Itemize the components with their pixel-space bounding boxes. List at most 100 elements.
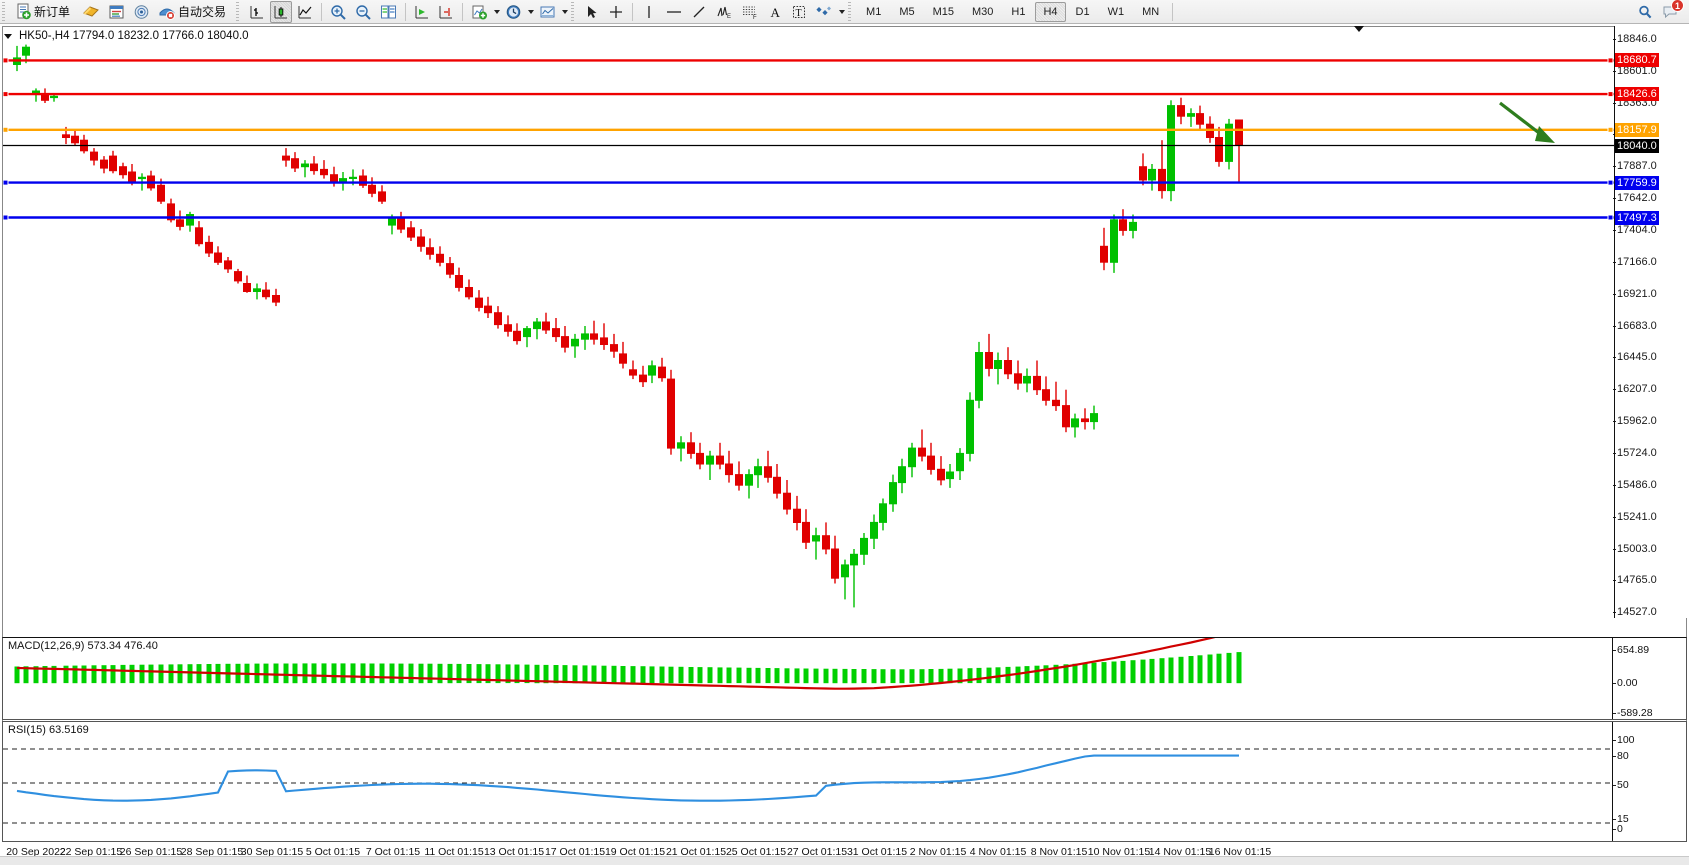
price-level-label-resistance-2[interactable]: 18426.6	[1614, 87, 1659, 102]
indicators-button[interactable]	[468, 1, 491, 23]
time-axis-label: 25 Oct 01:15	[725, 846, 787, 858]
zoom-out-button[interactable]	[352, 1, 375, 23]
market-watch-icon	[109, 5, 124, 18]
market-watch-button[interactable]	[105, 1, 128, 23]
macd-signal-line	[16, 638, 1216, 690]
rsi-scale: 100 80 50 15 0	[1612, 722, 1686, 841]
period-button[interactable]	[502, 1, 525, 23]
down-arrow-annotation[interactable]	[1499, 101, 1555, 143]
templates-dropdown-caret[interactable]	[560, 2, 569, 22]
macd-tick: -589.28	[1613, 707, 1653, 719]
macd-pane[interactable]: MACD(12,26,9) 573.34 476.40 654.89 0.00 -5…	[2, 637, 1687, 720]
fibonacci-button[interactable]: F	[738, 1, 762, 23]
price-tick: 15962.0	[1613, 415, 1657, 428]
chart-shift-button[interactable]	[411, 1, 433, 23]
new-order-button[interactable]: 新订单	[12, 1, 77, 23]
templates-icon	[540, 6, 555, 17]
search-icon	[1639, 5, 1652, 18]
timeframe-h4[interactable]: H4	[1035, 1, 1066, 22]
timeframe-d1[interactable]: D1	[1075, 5, 1090, 18]
crosshair-button[interactable]	[605, 1, 627, 23]
horizontal-level-lines[interactable]	[3, 57, 1614, 221]
shapes-dropdown-caret[interactable]	[837, 2, 846, 22]
timeframe-h1[interactable]: H1	[1011, 5, 1026, 18]
data-window-icon	[134, 4, 149, 19]
zoom-in-button[interactable]	[327, 1, 350, 23]
price-tick: 16207.0	[1613, 382, 1657, 395]
vertical-line-button[interactable]	[638, 1, 660, 23]
text-button[interactable]: A	[764, 1, 786, 23]
macd-title: MACD(12,26,9) 573.34 476.40	[8, 640, 158, 652]
cursor-icon	[588, 5, 597, 18]
text-label-button[interactable]: T	[788, 1, 810, 23]
cursor-button[interactable]	[581, 1, 603, 23]
tile-windows-button[interactable]	[377, 1, 400, 23]
horizontal-line-button[interactable]	[662, 1, 686, 23]
price-scale[interactable]: 18846.018601.018363.018125.017887.017642…	[1613, 26, 1689, 618]
auto-scroll-button[interactable]	[435, 1, 457, 23]
auto-trading-button[interactable]: 自动交易	[155, 1, 233, 23]
price-level-label-last-price[interactable]: 18040.0	[1614, 138, 1659, 153]
candlestick-chart-icon	[274, 5, 288, 18]
macd-scale: 654.89 0.00 -589.28	[1612, 638, 1686, 719]
time-axis-label: 16 Nov 01:15	[1208, 846, 1272, 858]
toolbar-grip-3[interactable]	[570, 1, 578, 22]
elliott-wave-icon: E	[717, 6, 731, 20]
chart-menu-caret-icon[interactable]	[4, 33, 12, 39]
svg-text:F: F	[753, 15, 757, 20]
indicators-dropdown-caret[interactable]	[492, 2, 501, 22]
price-level-label-pivot[interactable]: 18157.9	[1614, 122, 1659, 137]
timeframe-m1[interactable]: M1	[866, 5, 882, 18]
line-chart-button[interactable]	[294, 1, 316, 23]
toolbar-separator-1	[321, 2, 323, 21]
price-tick: 17642.0	[1613, 192, 1657, 205]
new-order-label: 新订单	[34, 5, 71, 19]
shapes-button[interactable]	[812, 1, 836, 23]
time-axis-label: 17 Oct 01:15	[544, 846, 606, 858]
crosshair-icon	[610, 5, 623, 18]
candlestick-chart-button[interactable]	[270, 0, 293, 23]
chart-title-bar[interactable]: HK50-,H4 17794.0 18232.0 17766.0 18040.0	[4, 28, 249, 44]
timeframe-m30[interactable]: M30	[972, 5, 994, 18]
macd-tick: 0.00	[1612, 677, 1638, 690]
status-bar	[0, 856, 1689, 865]
toolbar-grip[interactable]	[1, 1, 8, 22]
chart-collapse-caret-icon[interactable]	[1354, 26, 1364, 32]
search-button[interactable]	[1634, 1, 1657, 23]
toolbar-grip-2[interactable]	[235, 1, 243, 22]
rsi-pane[interactable]: RSI(15) 63.5169 100 80 50 15 0	[2, 721, 1687, 842]
trendline-button[interactable]	[688, 1, 710, 23]
bar-chart-button[interactable]	[246, 1, 268, 23]
templates-button[interactable]	[536, 1, 559, 23]
price-level-label-support-1[interactable]: 17759.9	[1614, 175, 1659, 190]
price-tick: 15486.0	[1613, 478, 1657, 491]
elliott-wave-button[interactable]: E	[712, 1, 736, 23]
rsi-line	[16, 754, 1239, 802]
svg-text:A: A	[771, 5, 781, 20]
chart-area[interactable]: HK50-,H4 17794.0 18232.0 17766.0 18040.0…	[0, 24, 1689, 865]
notifications-button[interactable]: 1	[1659, 0, 1684, 23]
auto-trading-label: 自动交易	[178, 5, 227, 19]
price-tick: 17887.0	[1613, 159, 1657, 172]
rsi-tick: 50	[1613, 779, 1629, 791]
expert-advisor-button[interactable]	[79, 1, 103, 23]
chart-title: HK50-,H4 17794.0 18232.0 17766.0 18040.0	[19, 30, 249, 42]
rsi-tick: 0	[1613, 823, 1623, 836]
price-level-label-support-2[interactable]: 17497.3	[1614, 210, 1659, 225]
time-axis-label: 14 Nov 01:15	[1148, 846, 1212, 858]
timeframe-m5[interactable]: M5	[899, 5, 915, 18]
timeframe-mn[interactable]: MN	[1142, 5, 1160, 18]
expert-advisor-icon	[83, 5, 99, 17]
indicators-icon	[472, 5, 488, 19]
price-chart-canvas[interactable]	[3, 26, 1614, 618]
timeframe-m15[interactable]: M15	[932, 5, 954, 18]
toolbar-grip-4[interactable]	[847, 1, 855, 22]
main-toolbar: 新订单	[0, 0, 1689, 24]
period-dropdown-caret[interactable]	[526, 2, 535, 22]
data-window-button[interactable]	[130, 1, 153, 23]
timeframe-w1[interactable]: W1	[1107, 5, 1125, 18]
zoom-out-icon	[356, 4, 371, 20]
rsi-tick: 15	[1613, 813, 1629, 826]
price-level-label-resistance-1[interactable]: 18680.7	[1614, 53, 1659, 68]
toolbar-separator-4	[632, 2, 634, 21]
